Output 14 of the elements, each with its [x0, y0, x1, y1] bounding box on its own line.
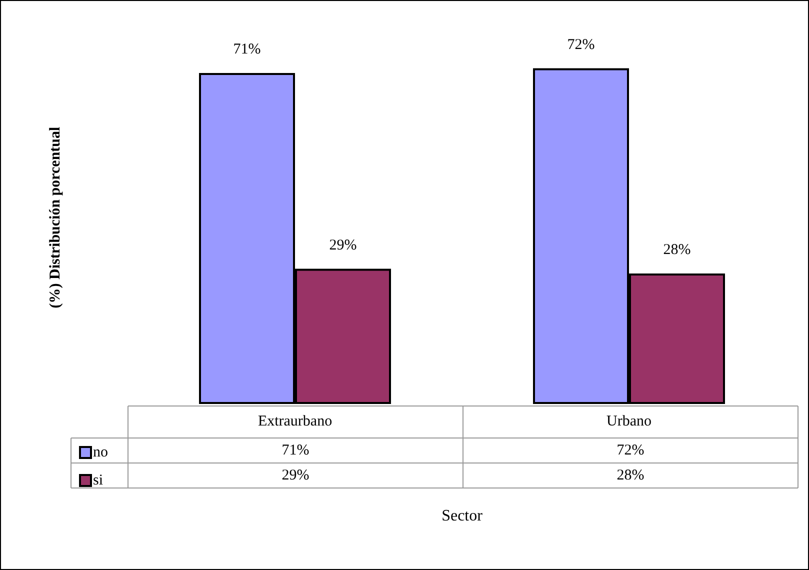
text: 29% — [329, 237, 357, 254]
data-label: 72% — [616, 442, 644, 458]
text: 72% — [567, 36, 595, 53]
x-axis-title: Sector — [442, 508, 484, 524]
text: 28% — [663, 242, 691, 258]
data-label: 29% — [282, 468, 310, 484]
text: 71% — [233, 41, 261, 58]
legend-label: no — [93, 444, 108, 460]
x-tick-label: Urbano — [606, 414, 652, 430]
data-label: 71% — [282, 442, 310, 458]
x-tick-label: Extraurbano — [258, 414, 332, 430]
legend-label: si — [93, 472, 104, 488]
data-label: 28% — [616, 468, 644, 484]
y-axis-title: (%) Distribución porcentual — [48, 126, 64, 308]
